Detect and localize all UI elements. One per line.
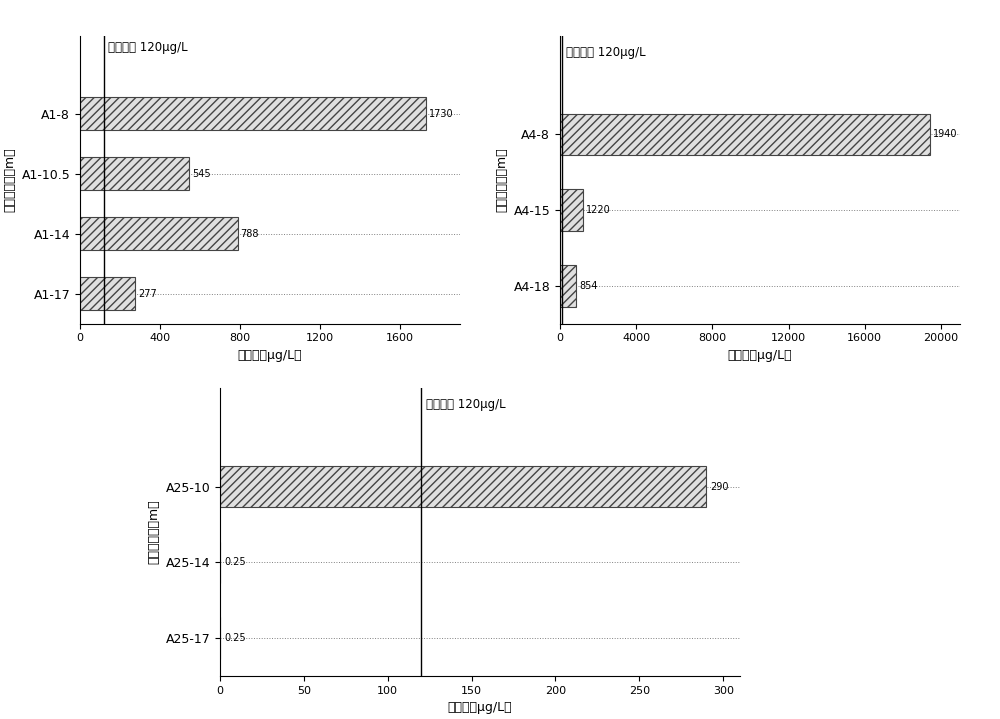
Bar	[220, 466, 706, 508]
Y-axis label: 点位及深度（m）: 点位及深度（m）	[3, 147, 16, 212]
Text: 筛选值： 120μg/L: 筛选值： 120μg/L	[108, 41, 187, 54]
Text: 0.25: 0.25	[225, 557, 246, 567]
Bar	[80, 157, 189, 191]
Bar	[80, 97, 426, 130]
Text: 筛选值： 120μg/L: 筛选值： 120μg/L	[566, 45, 646, 59]
Text: 290: 290	[711, 482, 729, 492]
X-axis label: 苯浓度（μg/L）: 苯浓度（μg/L）	[728, 349, 792, 362]
Text: 788: 788	[241, 229, 259, 239]
Bar	[560, 189, 583, 231]
Text: 筛选值： 120μg/L: 筛选值： 120μg/L	[426, 398, 506, 411]
Y-axis label: 点位及深度（m）: 点位及深度（m）	[147, 500, 160, 564]
Text: 1940: 1940	[933, 129, 957, 139]
X-axis label: 苯浓度（μg/L）: 苯浓度（μg/L）	[238, 349, 302, 362]
Bar	[80, 277, 135, 310]
Bar	[560, 114, 930, 155]
Text: 854: 854	[579, 280, 598, 290]
Text: 1220: 1220	[586, 205, 611, 215]
Text: 1730: 1730	[429, 109, 454, 119]
Y-axis label: 点位及深度（m）: 点位及深度（m）	[495, 147, 508, 212]
Bar	[560, 265, 576, 306]
Bar	[80, 217, 238, 250]
Text: 545: 545	[192, 169, 211, 179]
Text: 277: 277	[138, 288, 157, 298]
X-axis label: 苯浓度（μg/L）: 苯浓度（μg/L）	[448, 701, 512, 714]
Text: 0.25: 0.25	[225, 633, 246, 643]
